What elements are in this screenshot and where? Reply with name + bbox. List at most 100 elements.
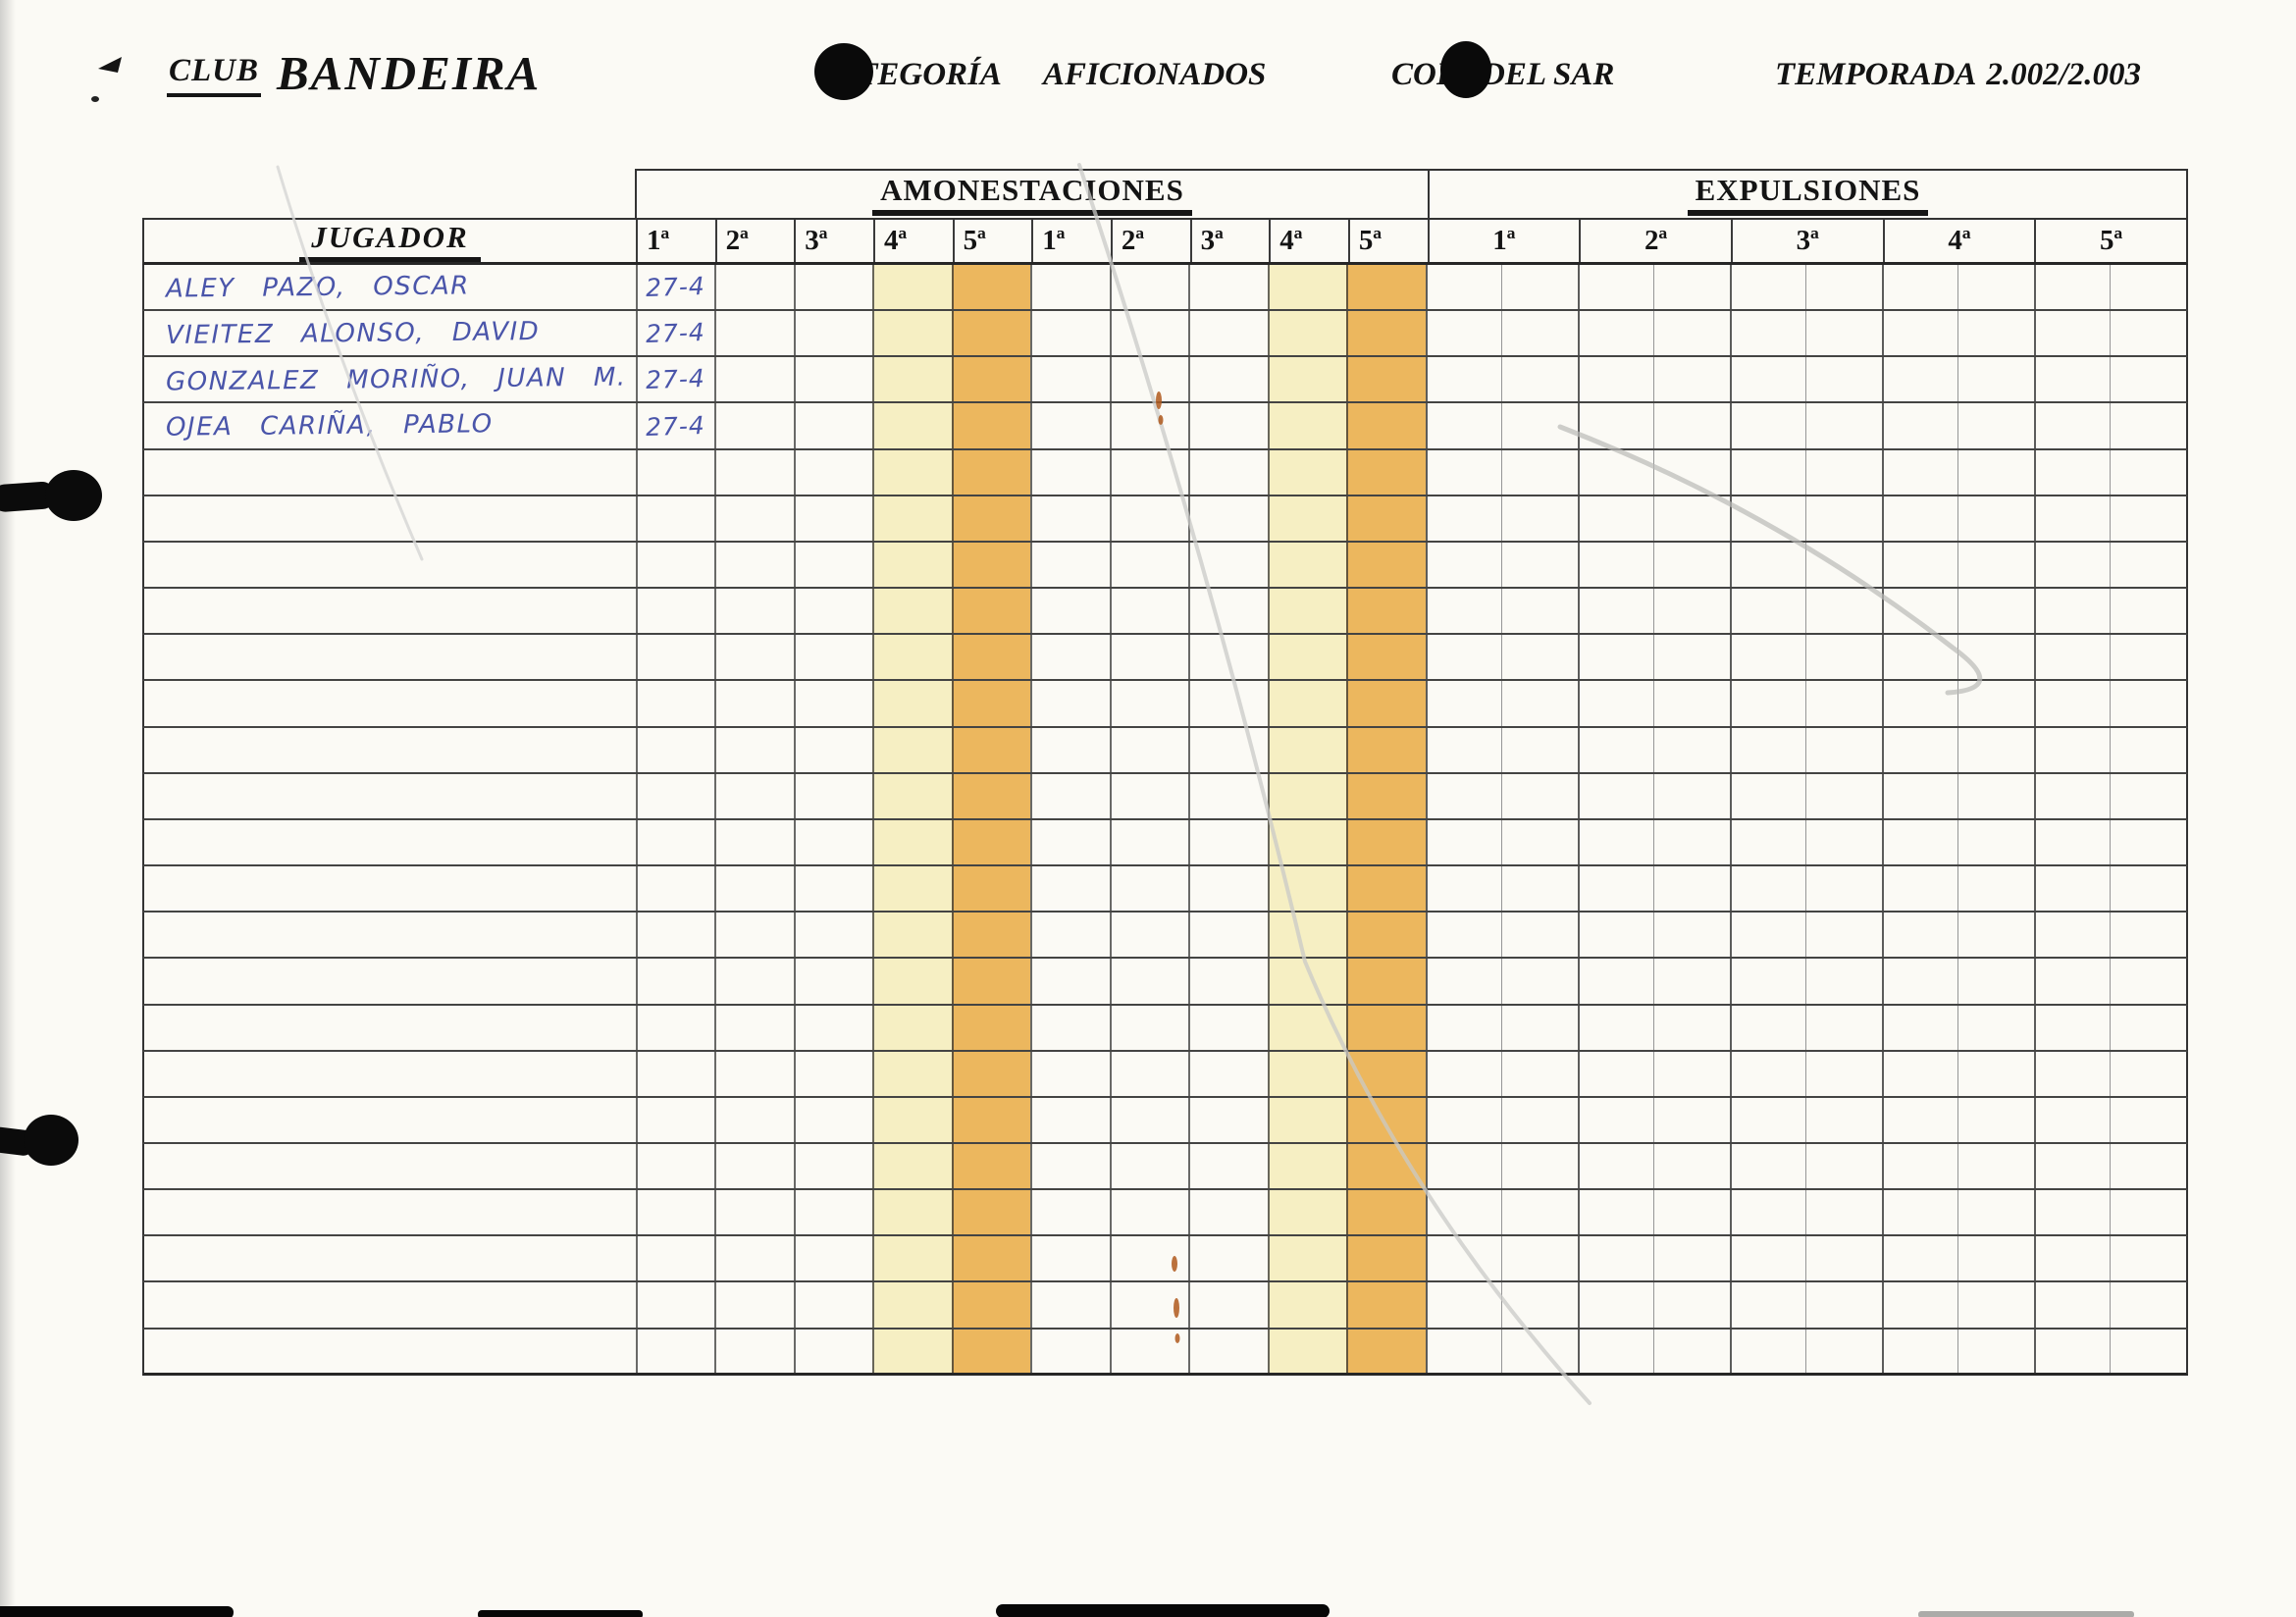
expulsion-subcell bbox=[2033, 311, 2111, 356]
expulsion-cell bbox=[1577, 866, 1730, 912]
player-name-cell bbox=[144, 450, 636, 495]
amonestacion-cell bbox=[951, 496, 1031, 541]
amonestacion-cell bbox=[1346, 449, 1426, 495]
expulsion-subcell bbox=[1577, 265, 1654, 310]
amonestacion-cell bbox=[1267, 449, 1347, 495]
expulsion-cell bbox=[1577, 681, 1730, 726]
expulsion-cell bbox=[2033, 1143, 2186, 1189]
amonestacion-cell bbox=[635, 1143, 715, 1189]
empty-row bbox=[142, 1190, 2188, 1237]
amonestacion-cell bbox=[1109, 1236, 1189, 1281]
amonestacion-cell bbox=[1346, 866, 1426, 912]
expulsion-subcell bbox=[2033, 1143, 2111, 1189]
expulsion-subcell bbox=[2033, 542, 2111, 588]
expulsion-cell bbox=[2033, 1097, 2186, 1142]
expulsion-cell bbox=[1729, 959, 1882, 1004]
amonestacion-cell bbox=[714, 727, 794, 772]
amonestacion-cell bbox=[951, 1143, 1031, 1189]
expulsion-cell bbox=[1881, 681, 2034, 726]
expulsion-subcell bbox=[1729, 913, 1806, 958]
amonestacion-cell bbox=[714, 589, 794, 634]
amonestacion-cell bbox=[714, 635, 794, 680]
expulsion-cell bbox=[1425, 449, 1578, 495]
expulsion-subcell bbox=[1881, 681, 1958, 726]
expulsion-subcell bbox=[1577, 449, 1654, 495]
expulsiones-section-header: EXPULSIONES bbox=[1428, 169, 2188, 218]
empty-row bbox=[142, 1097, 2188, 1144]
amonestacion-cell bbox=[1030, 1282, 1110, 1328]
expulsion-cell bbox=[1729, 913, 1882, 958]
expulsion-cell bbox=[1729, 1051, 1882, 1096]
amonestacion-cell bbox=[1267, 403, 1347, 448]
amonestacion-cell bbox=[1188, 681, 1268, 726]
expulsion-cell bbox=[2033, 773, 2186, 818]
expulsion-cell bbox=[2033, 866, 2186, 912]
expulsion-subcell bbox=[1653, 773, 1730, 818]
amonestacion-cell bbox=[1109, 265, 1189, 310]
expulsion-subcell bbox=[1957, 1051, 2034, 1096]
empty-row bbox=[142, 1051, 2188, 1098]
expulsion-subcell bbox=[1653, 819, 1730, 865]
amonestacion-cell bbox=[635, 681, 715, 726]
amonestacion-cell bbox=[793, 1282, 873, 1328]
expulsion-subcell bbox=[1577, 496, 1654, 541]
expulsion-subcell bbox=[1577, 681, 1654, 726]
expulsion-subcell bbox=[1881, 773, 1958, 818]
amonestacion-cell bbox=[1267, 727, 1347, 772]
expulsion-cell bbox=[1729, 1329, 1882, 1373]
expulsion-subcell bbox=[1425, 496, 1502, 541]
amonestacion-cell bbox=[1346, 635, 1426, 680]
player-name-cell bbox=[144, 589, 636, 633]
expulsion-subcell bbox=[1881, 496, 1958, 541]
amonestacion-cell bbox=[714, 913, 794, 958]
expulsion-subcell bbox=[1501, 1282, 1578, 1328]
expulsion-subcell bbox=[2033, 1282, 2111, 1328]
player-name-cell bbox=[144, 1236, 636, 1280]
expulsion-subcell bbox=[1425, 727, 1502, 772]
expulsion-subcell bbox=[2033, 1190, 2111, 1235]
amonestacion-cell bbox=[714, 1051, 794, 1096]
expulsion-subcell bbox=[1881, 403, 1958, 448]
expulsion-subcell bbox=[1729, 449, 1806, 495]
expulsion-cell bbox=[2033, 496, 2186, 541]
expulsion-cell bbox=[2033, 635, 2186, 680]
amonestacion-cell bbox=[714, 1190, 794, 1235]
amonestacion-cell bbox=[1267, 542, 1347, 588]
amonestacion-cell bbox=[1346, 773, 1426, 818]
expulsion-cell bbox=[1881, 1190, 2034, 1235]
expulsion-subcell bbox=[2033, 773, 2111, 818]
expulsion-cell bbox=[1425, 1097, 1578, 1142]
expulsion-cell bbox=[1425, 265, 1578, 310]
expulsion-subcell bbox=[2033, 727, 2111, 772]
expulsiones-col-header: 1ª bbox=[1427, 220, 1580, 262]
expulsion-cell bbox=[1881, 589, 2034, 634]
expulsion-subcell bbox=[1653, 1190, 1730, 1235]
amonestacion-cell bbox=[1109, 1190, 1189, 1235]
expulsion-subcell bbox=[1729, 542, 1806, 588]
amonestacion-cell bbox=[1346, 1051, 1426, 1096]
expulsion-cell bbox=[1425, 819, 1578, 865]
amonestacion-cell bbox=[872, 727, 952, 772]
expulsion-subcell bbox=[1805, 1282, 1882, 1328]
amonestacion-cell bbox=[1109, 773, 1189, 818]
expulsion-subcell bbox=[1425, 1097, 1502, 1142]
amonestacion-cell bbox=[714, 1236, 794, 1281]
expulsion-cell bbox=[2033, 913, 2186, 958]
amonestacion-cell bbox=[793, 635, 873, 680]
amonestacion-cell bbox=[714, 403, 794, 448]
expulsion-cell bbox=[1881, 819, 2034, 865]
expulsion-subcell bbox=[1501, 1143, 1578, 1189]
expulsion-subcell bbox=[1577, 357, 1654, 402]
amonestacion-cell bbox=[714, 1329, 794, 1373]
amonestacion-cell bbox=[951, 1329, 1031, 1373]
amonestacion-cell bbox=[714, 819, 794, 865]
expulsion-cell bbox=[1425, 727, 1578, 772]
expulsion-cell bbox=[1881, 1236, 2034, 1281]
expulsion-subcell bbox=[1729, 589, 1806, 634]
expulsion-subcell bbox=[1501, 403, 1578, 448]
expulsion-subcell bbox=[1729, 727, 1806, 772]
expulsion-subcell bbox=[2110, 773, 2186, 818]
amonestacion-cell bbox=[872, 1143, 952, 1189]
expulsion-subcell bbox=[1729, 1329, 1806, 1373]
